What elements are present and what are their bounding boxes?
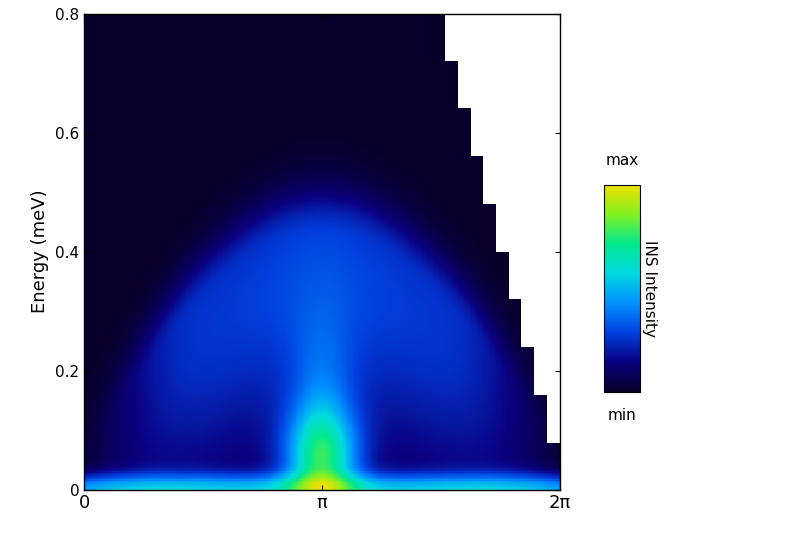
Text: min: min [608,408,636,423]
Y-axis label: Energy (meV): Energy (meV) [31,190,50,313]
Y-axis label: INS Intensity: INS Intensity [642,240,657,337]
Text: max: max [606,153,638,169]
